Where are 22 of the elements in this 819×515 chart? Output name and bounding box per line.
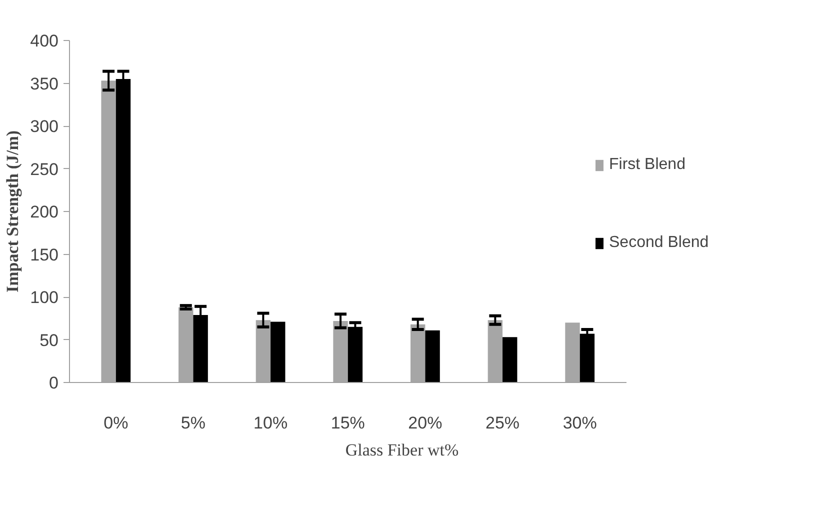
y-tick-label: 150 xyxy=(30,245,59,264)
x-tick-label: 25% xyxy=(486,414,520,432)
y-tick-label: 300 xyxy=(30,117,59,136)
x-tick-label: 20% xyxy=(408,414,442,432)
legend-label: Second Blend xyxy=(609,234,709,252)
x-tick-label: 30% xyxy=(562,414,597,432)
y-tick-label: 0 xyxy=(49,374,59,392)
x-tick-label: 5% xyxy=(180,414,206,432)
y-tick-label: 250 xyxy=(30,160,59,179)
x-tick-label: 0% xyxy=(104,414,128,432)
bar xyxy=(502,337,518,382)
legend-label: First Blend xyxy=(609,156,686,174)
y-tick-label: 50 xyxy=(40,330,59,350)
x-tick-label: 15% xyxy=(330,414,365,432)
y-tick-label: 200 xyxy=(30,202,59,222)
bar xyxy=(580,334,595,382)
y-tick-label: 400 xyxy=(30,32,59,50)
y-tick-label: 100 xyxy=(30,288,59,307)
y-axis-title: Impact Strength (J/m) xyxy=(3,130,22,293)
x-axis-title: Glass Fiber wt% xyxy=(345,440,459,460)
x-tick-label: 10% xyxy=(254,414,288,432)
y-tick-label: 350 xyxy=(30,74,59,94)
